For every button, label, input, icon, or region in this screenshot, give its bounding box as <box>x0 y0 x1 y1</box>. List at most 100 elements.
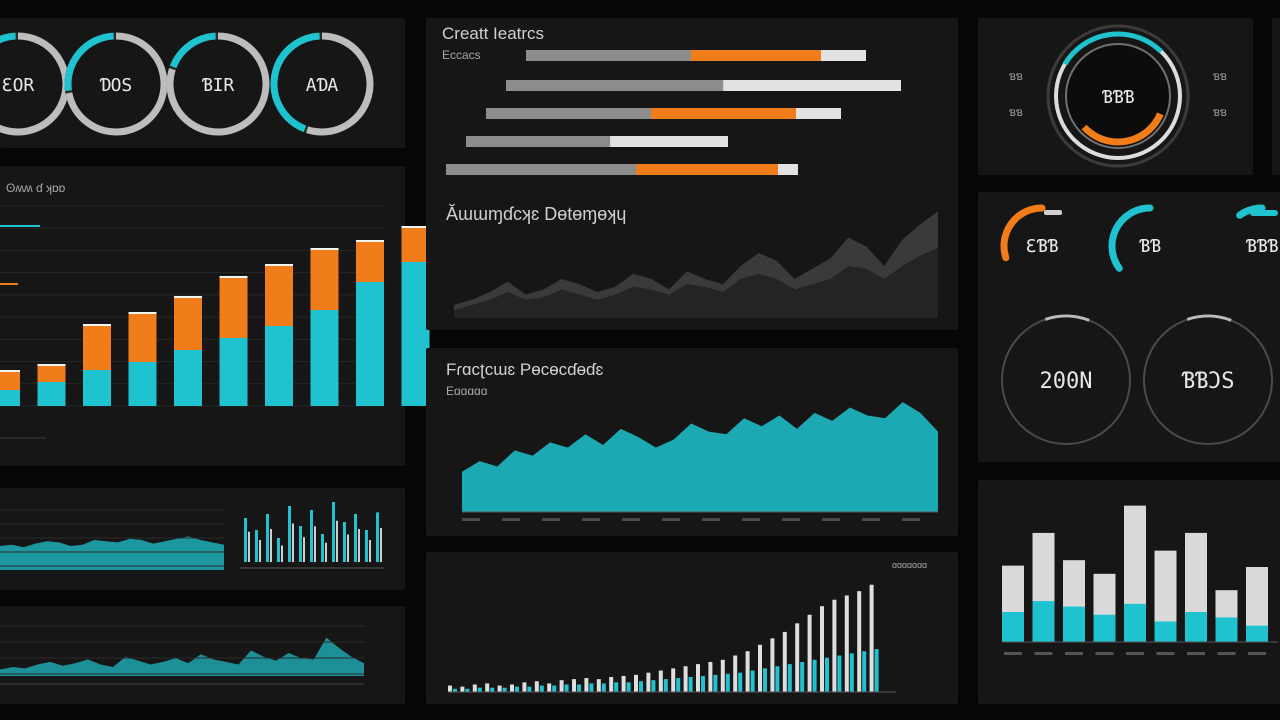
growth-bar-light <box>696 664 700 692</box>
progress-fill <box>651 108 796 119</box>
growth-bar-cyan <box>527 686 532 692</box>
bar-orange <box>83 326 111 370</box>
growth-bar-light <box>609 676 614 692</box>
growth-bar-light <box>522 682 527 692</box>
bar-cyan <box>219 338 248 406</box>
progress-chart <box>446 50 938 318</box>
progress-grey <box>486 108 682 119</box>
right-bar-cyan <box>1154 621 1177 642</box>
gauge-arc-grey <box>306 32 374 136</box>
growth-bar-light <box>820 606 824 692</box>
mini-bar-light <box>314 526 316 562</box>
growth-bar-light <box>646 672 651 692</box>
growth-bar-light <box>671 668 676 692</box>
gauge-arc-cyan <box>0 32 16 44</box>
gauge-arc-grey <box>0 32 70 136</box>
growth-bar-cyan <box>577 684 581 692</box>
bar-cap <box>83 324 111 326</box>
bar-cap <box>401 226 430 228</box>
growth-bar-cyan <box>663 679 668 692</box>
tick-mark <box>822 518 840 521</box>
kpi-arc <box>1000 204 1046 262</box>
gauge-label: AƊA <box>306 75 339 96</box>
progress-grey <box>506 80 724 91</box>
tick-mark <box>462 518 480 521</box>
growth-bar-light <box>572 679 576 692</box>
bar-cyan <box>310 310 339 406</box>
growth-bar-light <box>460 686 465 692</box>
tick-mark <box>1095 652 1114 655</box>
kpi-label: ƁƁƁ <box>1246 236 1279 257</box>
mini-bar-light <box>248 531 250 562</box>
mini-bar <box>354 514 357 562</box>
growth-bar-light <box>584 678 589 692</box>
right-bar-panel <box>978 480 1280 704</box>
big-circle-label: ƁƁƆS <box>1182 369 1235 394</box>
gauge-arc-cyan <box>169 32 216 69</box>
progress-grey <box>526 50 713 61</box>
growth-bar-light <box>448 685 452 692</box>
mini-bar <box>310 510 313 562</box>
growth-bar-light <box>869 584 874 692</box>
growth-bar-cyan <box>676 678 681 692</box>
gauge-arc-cyan <box>270 32 320 133</box>
bar-orange <box>310 250 339 310</box>
tick-mark <box>622 518 640 521</box>
growth-bar-cyan <box>601 683 606 692</box>
right-bar-cyan <box>1032 601 1055 642</box>
ring-inner <box>1065 43 1171 149</box>
mini-bar <box>299 526 302 562</box>
right-bar-cyan <box>1246 625 1268 642</box>
growth-bar-light <box>596 679 601 692</box>
growth-bar-light <box>683 666 688 692</box>
growth-bar-light <box>472 684 477 692</box>
bar-cap <box>356 240 384 242</box>
growth-legend: ɑɑɑɑɑɑɑ <box>892 560 928 570</box>
mini-bar-light <box>292 523 294 562</box>
progress-title: Creatt Ieatrcs <box>442 24 545 43</box>
right-bar-light <box>1246 567 1268 642</box>
growth-bar-cyan <box>725 673 730 692</box>
mini-bar-light <box>281 545 283 562</box>
growth-bar-cyan <box>825 657 829 692</box>
growth-bar-light <box>559 680 564 692</box>
growth-bar-light <box>708 661 713 692</box>
growth-bar-cyan <box>787 664 792 692</box>
big-circle-mark <box>1186 314 1232 322</box>
mini-bar-light <box>303 537 305 562</box>
progress-grey <box>466 136 611 147</box>
ring-panel-edge <box>1272 18 1280 175</box>
tick-mark <box>782 518 800 521</box>
tick-mark <box>1248 652 1266 655</box>
bar-orange <box>265 266 293 326</box>
bar-cap <box>128 312 157 314</box>
growth-bar-light <box>621 675 626 692</box>
growth-bar-light <box>534 681 539 692</box>
ring-side-label: ƁƁ <box>1009 108 1023 118</box>
big-circle-label: 200N <box>1040 369 1093 394</box>
bar-orange <box>219 278 248 338</box>
bottom-left-area-chart <box>0 625 364 685</box>
growth-bar-cyan <box>539 685 544 692</box>
bar-cap <box>0 370 20 372</box>
bar-cyan <box>0 390 20 406</box>
growth-bar-light <box>782 631 787 692</box>
bar-cyan <box>401 262 430 406</box>
growth-bar-light <box>658 670 663 692</box>
growth-bar-light <box>547 683 552 692</box>
teal-area-title: Fɾɑcʈcɯɛ Pɵcɵcɗɵɗɛ <box>446 360 604 379</box>
growth-bar-cyan <box>465 688 470 692</box>
growth-bar-cyan <box>552 685 557 692</box>
progress-fill <box>691 50 821 61</box>
growth-bar-light <box>485 683 490 692</box>
tick-mark <box>1004 652 1022 655</box>
tick-mark <box>542 518 560 521</box>
bar-cap <box>219 276 248 278</box>
mini-area <box>0 536 224 570</box>
growth-bar-cyan <box>837 655 842 692</box>
growth-bar-chart <box>448 584 896 693</box>
growth-bar-cyan <box>564 684 569 692</box>
growth-bar-light <box>720 659 725 692</box>
tick-mark <box>1156 652 1175 655</box>
